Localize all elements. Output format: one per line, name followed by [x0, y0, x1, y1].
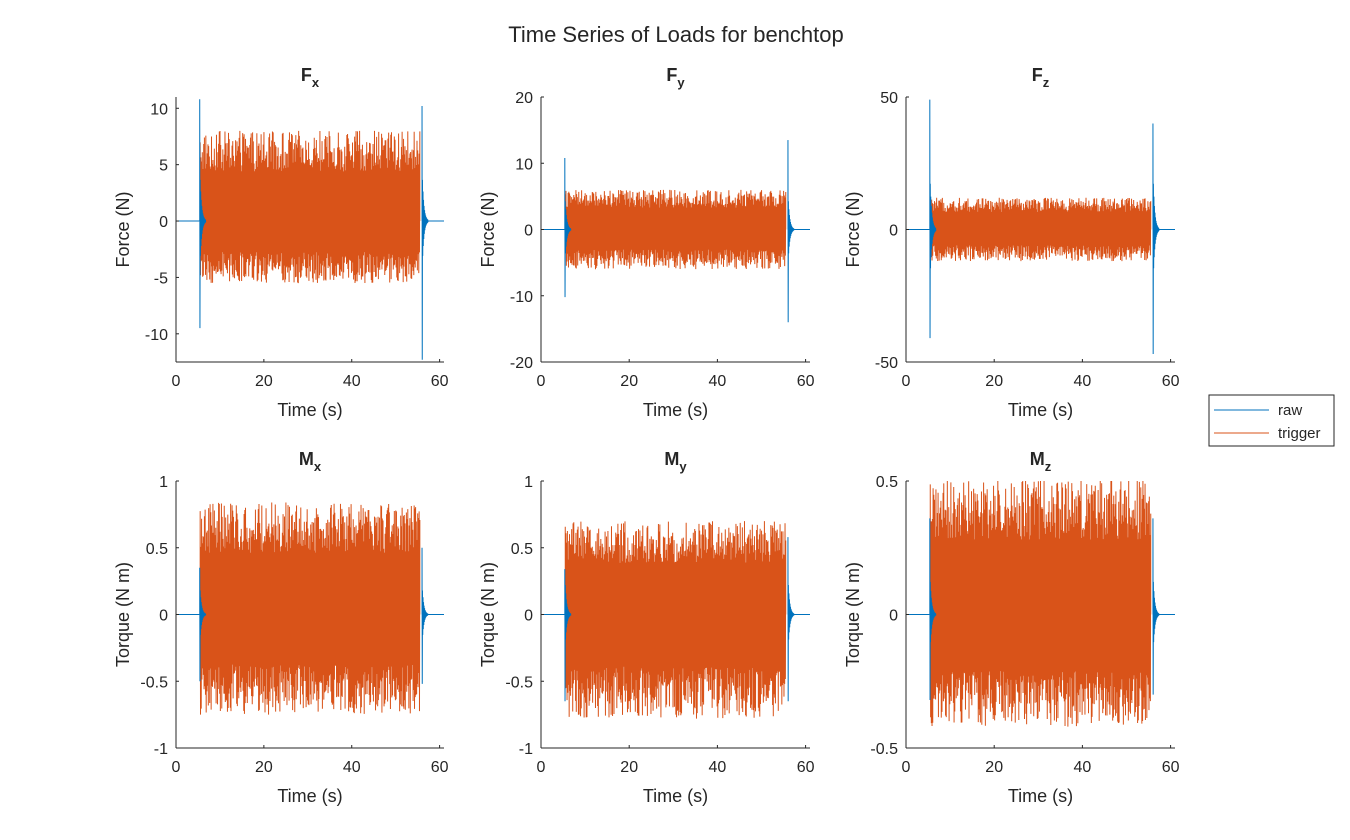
y-tick-label: 10	[515, 156, 533, 173]
x-axis-label: Time (s)	[277, 400, 342, 420]
x-tick-label: 0	[537, 373, 546, 390]
y-tick-label: 0	[889, 608, 898, 625]
y-tick-label: 50	[880, 90, 898, 107]
subplot-title: Mx	[299, 449, 322, 474]
trigger-series-line	[929, 481, 1152, 727]
x-tick-label: 60	[797, 759, 815, 776]
y-tick-label: 10	[150, 101, 168, 118]
raw-series-line	[176, 547, 444, 684]
trigger-series-line	[199, 130, 421, 284]
x-tick-label: 40	[708, 373, 726, 390]
x-tick-label: 20	[620, 373, 638, 390]
y-axis-label: Torque (N m)	[478, 562, 498, 667]
trigger-series-line	[564, 521, 787, 719]
y-tick-label: -1	[519, 741, 533, 758]
subplot-fx: 0 20 40 60 -10 -5 0 5 10 Fx Time (s) Force (N)	[113, 65, 449, 420]
x-tick-label: 40	[343, 373, 361, 390]
y-tick-label: 0.5	[876, 474, 898, 491]
y-tick-label: 0	[159, 214, 168, 231]
y-tick-label: 1	[159, 474, 168, 491]
y-tick-label: 0.5	[146, 541, 168, 558]
x-tick-label: 20	[255, 759, 273, 776]
x-tick-label: 60	[1162, 373, 1180, 390]
x-axis-label: Time (s)	[277, 786, 342, 806]
y-axis-label: Torque (N m)	[843, 562, 863, 667]
y-tick-label: 0	[889, 223, 898, 240]
y-tick-label: -5	[154, 270, 168, 287]
x-tick-label: 60	[797, 373, 815, 390]
x-tick-label: 40	[1073, 759, 1091, 776]
x-axis-label: Time (s)	[1008, 400, 1073, 420]
x-tick-label: 20	[620, 759, 638, 776]
x-tick-label: 0	[172, 759, 181, 776]
y-tick-label: 0	[524, 223, 533, 240]
subplot-mx: 0 20 40 60 -1 -0.5 0 0.5 1 Mx Time (s) Torque (N m)	[113, 449, 449, 806]
y-axis-label: Force (N)	[113, 192, 133, 268]
y-tick-label: 0	[524, 608, 533, 625]
y-tick-label: 0	[159, 608, 168, 625]
legend-box	[1208, 394, 1335, 447]
subplot-my: 0 20 40 60 -1 -0.5 0 0.5 1 My Time (s) Torque (N m)	[478, 449, 815, 806]
y-axis-label: Force (N)	[478, 192, 498, 268]
x-tick-label: 40	[708, 759, 726, 776]
y-axis-label: Force (N)	[843, 192, 863, 268]
x-tick-label: 60	[431, 373, 449, 390]
figure-title: Time Series of Loads for benchtop	[508, 22, 843, 47]
x-tick-label: 20	[255, 373, 273, 390]
x-tick-label: 40	[343, 759, 361, 776]
x-tick-label: 20	[985, 759, 1003, 776]
x-tick-label: 0	[902, 373, 911, 390]
trigger-series-line	[199, 502, 421, 715]
raw-series-line	[906, 99, 1175, 355]
subplot-fy: 0 20 40 60 -20 -10 0 10 20 Fy Time (s) Force (N)	[478, 65, 815, 420]
y-axis-label: Torque (N m)	[113, 562, 133, 667]
y-tick-label: 0.5	[511, 541, 533, 558]
subplot-title: My	[664, 449, 687, 474]
x-tick-label: 0	[902, 759, 911, 776]
x-axis-label: Time (s)	[1008, 786, 1073, 806]
subplot-title: Mz	[1030, 449, 1052, 474]
y-tick-label: 5	[159, 158, 168, 175]
raw-series-line	[906, 518, 1175, 700]
y-tick-label: -0.5	[140, 674, 168, 691]
x-tick-label: 40	[1073, 373, 1091, 390]
trigger-series-line	[564, 189, 787, 270]
raw-series-line	[541, 140, 810, 323]
trigger-series-line	[929, 197, 1152, 262]
subplot-title: Fy	[666, 65, 685, 90]
x-tick-label: 60	[431, 759, 449, 776]
x-axis-label: Time (s)	[643, 786, 708, 806]
x-tick-label: 0	[537, 759, 546, 776]
y-tick-label: -10	[145, 327, 168, 344]
subplot-title: Fx	[301, 65, 320, 90]
legend[interactable]: raw trigger	[1208, 394, 1335, 447]
raw-series-line	[541, 537, 810, 702]
y-tick-label: 20	[515, 90, 533, 107]
y-tick-label: -20	[510, 355, 533, 372]
x-tick-label: 20	[985, 373, 1003, 390]
y-tick-label: -0.5	[870, 741, 898, 758]
x-tick-label: 0	[172, 373, 181, 390]
legend-trigger-label: trigger	[1278, 425, 1321, 442]
y-tick-label: -50	[875, 355, 898, 372]
raw-series-line	[176, 99, 444, 360]
y-tick-label: -10	[510, 289, 533, 306]
x-tick-label: 60	[1162, 759, 1180, 776]
subplot-title: Fz	[1032, 65, 1050, 90]
legend-raw-label: raw	[1278, 402, 1302, 419]
x-axis-label: Time (s)	[643, 400, 708, 420]
y-tick-label: -0.5	[505, 674, 533, 691]
y-tick-label: 1	[524, 474, 533, 491]
y-tick-label: -1	[154, 741, 168, 758]
